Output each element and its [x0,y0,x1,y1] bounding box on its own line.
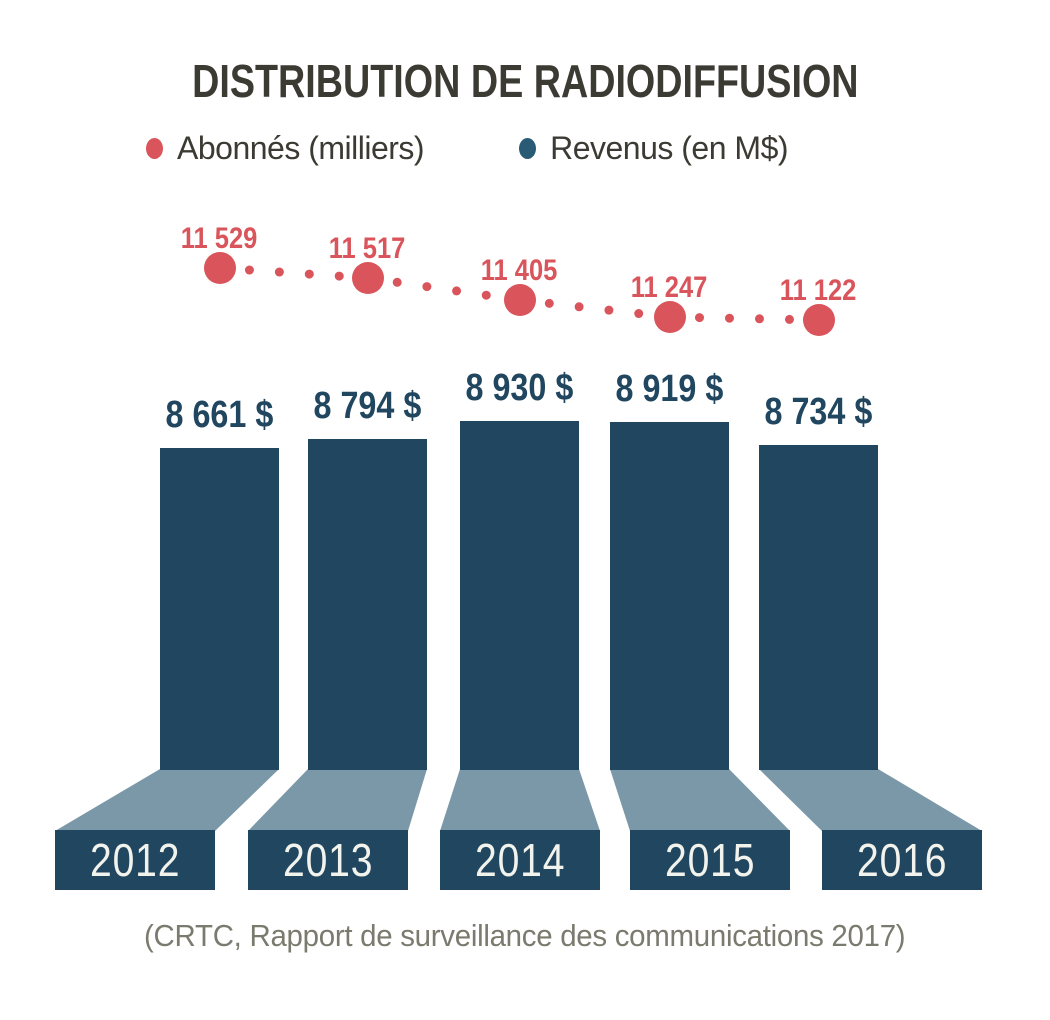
subscribers-value-wrap: 11 517 [268,232,468,266]
pedestal-front-face: 2012 [55,830,215,890]
revenue-bar [160,448,279,770]
revenue-value-label: 8 919 $ [615,368,724,410]
subscribers-dot [203,252,236,284]
subscribers-value-label: 11 122 [780,274,857,307]
revenue-value-wrap: 8 794 $ [268,385,468,428]
revenue-value-wrap: 8 661 $ [120,394,320,437]
subscribers-dot [653,301,686,333]
revenue-value-label: 8 930 $ [465,367,574,409]
year-label: 2014 [474,834,566,886]
pedestal-front-face: 2015 [630,830,790,890]
subscribers-dot [351,262,384,294]
subscribers-value-label: 11 405 [481,254,558,287]
revenue-bar [308,439,427,770]
legend: Abonnés (milliers) Revenus (en M$) [146,130,789,167]
dotted-connector-line [215,263,372,283]
revenue-bar [610,422,729,770]
source-citation-wrap: (CRTC, Rapport de surveillance des commu… [0,918,1050,954]
revenue-value-wrap: 8 930 $ [420,367,620,410]
subscribers-value-wrap: 11 247 [570,271,770,305]
legend-label-revenus: Revenus (en M$) [550,130,789,166]
revenue-value-label: 8 794 $ [313,385,422,427]
subscribers-dot [802,304,835,336]
revenue-value-wrap: 8 919 $ [570,368,770,411]
subscribers-dot [503,284,536,316]
revenue-value-wrap: 8 734 $ [719,391,919,434]
subscribers-value-label: 11 529 [181,222,258,255]
pedestal-front-face: 2016 [822,830,982,890]
year-label: 2013 [282,834,374,886]
bar-pedestal-top [248,769,427,831]
year-label: 2015 [664,834,756,886]
legend-dot-abonnes-icon [146,138,163,159]
pedestal-front-face: 2014 [440,830,600,890]
subscribers-value-wrap: 11 122 [719,274,919,308]
revenue-value-label: 8 661 $ [165,394,274,436]
dotted-connector-line [665,312,823,325]
subscribers-value-label: 11 517 [329,232,406,265]
legend-dot-revenus-icon [519,138,537,159]
bar-pedestal-top [759,769,982,831]
page-title-wrap: DISTRIBUTION DE RADIODIFFUSION [0,54,1050,108]
bar-pedestal-top [440,769,600,831]
bar-pedestal-top [610,769,790,831]
legend-item-abonnes: Abonnés (milliers) [146,130,425,167]
year-label: 2016 [856,834,948,886]
legend-label-abonnes: Abonnés (milliers) [177,130,425,166]
subscribers-value-label: 11 247 [631,271,708,304]
chart-title: DISTRIBUTION DE RADIODIFFUSION [191,55,859,107]
revenue-bar [460,421,579,770]
pedestal-front-face: 2013 [248,830,408,890]
revenue-value-label: 8 734 $ [764,391,873,433]
source-citation: (CRTC, Rapport de surveillance des commu… [144,918,906,953]
bar-pedestal-top [55,769,279,831]
subscribers-value-wrap: 11 529 [120,222,320,256]
year-label: 2012 [89,834,181,886]
subscribers-value-wrap: 11 405 [420,254,620,288]
revenue-bar [759,445,878,770]
dotted-connector-line [363,273,524,305]
legend-item-revenus: Revenus (en M$) [519,130,789,167]
